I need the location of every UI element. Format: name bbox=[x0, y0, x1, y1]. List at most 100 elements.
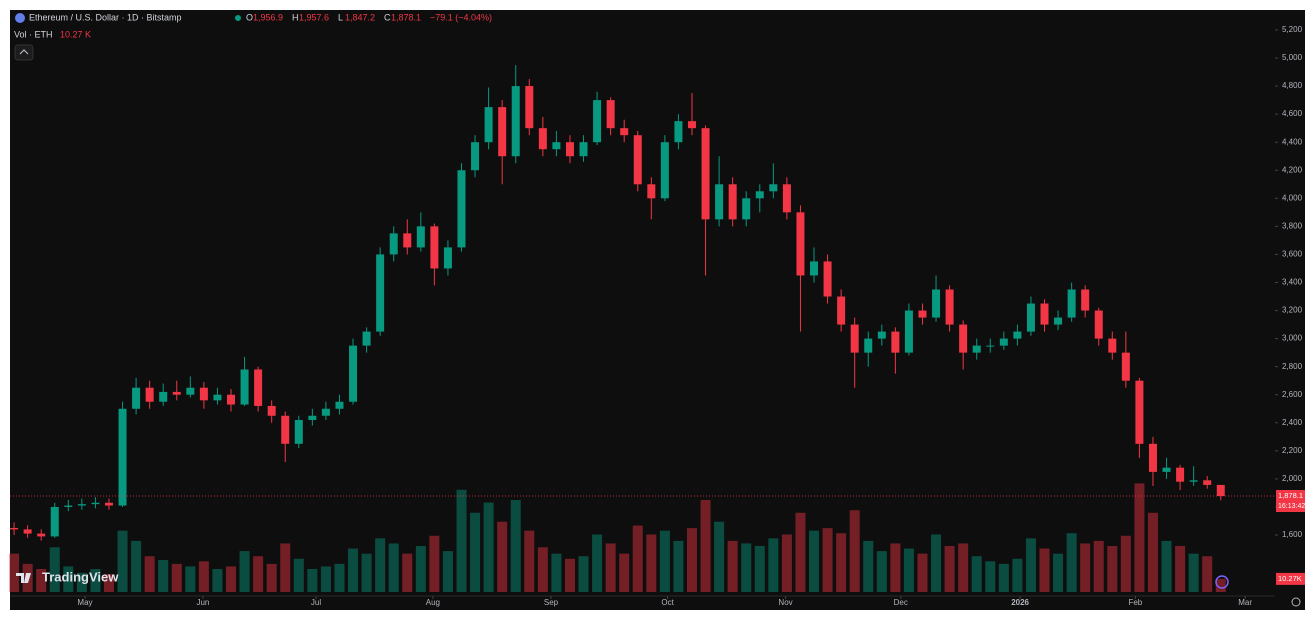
volume-bar bbox=[510, 500, 521, 592]
replay-icon[interactable] bbox=[1215, 575, 1229, 589]
volume-bar bbox=[754, 546, 765, 592]
candle-body bbox=[932, 289, 941, 318]
y-tick-label: 2,200 bbox=[1282, 446, 1303, 455]
candle-body bbox=[37, 533, 46, 537]
candle-body bbox=[1094, 310, 1103, 339]
x-tick-label: Dec bbox=[894, 598, 908, 607]
volume-bar bbox=[592, 534, 603, 592]
volume-bar bbox=[117, 530, 128, 592]
volume-last: 10.27 K bbox=[60, 29, 91, 39]
volume-bar bbox=[402, 553, 413, 592]
y-tick-label: 3,400 bbox=[1282, 278, 1303, 287]
volume-bar bbox=[198, 561, 209, 592]
candle-body bbox=[850, 324, 859, 353]
volume-bar bbox=[293, 558, 304, 592]
last-price-box bbox=[1276, 489, 1305, 512]
volume-bar bbox=[958, 543, 969, 592]
candle-body bbox=[1054, 317, 1063, 325]
candle-body bbox=[1040, 303, 1049, 325]
volume-bar bbox=[470, 512, 481, 592]
x-tick-label: Oct bbox=[661, 598, 674, 607]
candle-body bbox=[335, 401, 344, 409]
candle-body bbox=[91, 502, 100, 505]
collapse-icon bbox=[19, 49, 29, 55]
volume-bar bbox=[90, 569, 101, 592]
candle-body bbox=[593, 100, 602, 143]
y-tick-label: 3,600 bbox=[1282, 250, 1303, 259]
last-price-label: 1,878.1 bbox=[1278, 491, 1303, 500]
volume-bar bbox=[659, 530, 670, 592]
candle-body bbox=[769, 184, 778, 192]
candle-body bbox=[240, 369, 249, 405]
candle-body bbox=[1081, 289, 1090, 311]
volume-bar bbox=[63, 566, 74, 592]
volume-bar bbox=[103, 574, 114, 592]
candle-body bbox=[511, 86, 520, 157]
x-tick-label: Feb bbox=[1128, 598, 1142, 607]
x-tick-label: Mar bbox=[1238, 598, 1252, 607]
x-tick-label: Jun bbox=[196, 598, 209, 607]
volume-bar bbox=[456, 489, 467, 592]
candle-body bbox=[254, 369, 263, 406]
candle-body bbox=[23, 529, 32, 534]
candle-body bbox=[362, 331, 371, 346]
volume-bar bbox=[876, 551, 887, 592]
candle-body bbox=[1121, 352, 1130, 381]
volume-bar bbox=[686, 528, 697, 592]
y-tick-label: 1,600 bbox=[1282, 530, 1303, 539]
candle-body bbox=[755, 191, 764, 199]
y-tick-label: 2,800 bbox=[1282, 362, 1303, 371]
volume-bar bbox=[361, 553, 372, 592]
volume-bar bbox=[1093, 540, 1104, 592]
collapse-button[interactable] bbox=[14, 44, 34, 61]
y-tick-label: 3,800 bbox=[1282, 221, 1303, 230]
logo-icon bbox=[16, 573, 31, 583]
volume-bar bbox=[1012, 558, 1023, 592]
volume-bar bbox=[985, 561, 996, 592]
candle-body bbox=[145, 387, 154, 402]
volume-bar bbox=[768, 538, 779, 592]
volume-bar bbox=[253, 556, 264, 592]
candle-body bbox=[227, 394, 236, 405]
volume-bar bbox=[1202, 556, 1213, 592]
volume-bar bbox=[388, 543, 399, 592]
x-tick-label: May bbox=[77, 598, 92, 607]
volume-bar bbox=[1025, 538, 1036, 592]
candle-body bbox=[945, 289, 954, 325]
symbol-icon bbox=[15, 13, 25, 23]
volume-bar bbox=[564, 558, 575, 592]
volume-last-box bbox=[1276, 572, 1305, 585]
ohlc-change: −79.1 (−4.04%) bbox=[430, 12, 492, 22]
volume-bar bbox=[537, 547, 548, 592]
y-tick-label: 4,600 bbox=[1282, 109, 1303, 118]
market-status bbox=[235, 15, 241, 21]
volume-bar bbox=[1039, 548, 1050, 592]
candle-body bbox=[565, 142, 574, 157]
candle-body bbox=[877, 331, 886, 339]
x-tick-label: Sep bbox=[544, 598, 559, 607]
candle-body bbox=[349, 345, 358, 402]
candle-body bbox=[579, 142, 588, 157]
volume-bar bbox=[158, 560, 169, 592]
volume-bar bbox=[280, 543, 291, 592]
volume-bar bbox=[998, 563, 1009, 592]
candle-body bbox=[552, 142, 561, 150]
y-tick-label: 2,000 bbox=[1282, 474, 1303, 483]
candle-body bbox=[782, 184, 791, 213]
candle-body bbox=[715, 184, 724, 220]
x-tick-label: 2026 bbox=[1011, 598, 1029, 607]
y-tick-label: 4,400 bbox=[1282, 137, 1303, 146]
volume-bar bbox=[375, 538, 386, 592]
volume-bar bbox=[551, 553, 562, 592]
volume-title: Vol · ETH bbox=[14, 29, 53, 39]
candle-body bbox=[172, 391, 181, 395]
volume-bar bbox=[944, 546, 955, 592]
candle-body bbox=[864, 338, 873, 353]
volume-bar bbox=[9, 553, 20, 592]
settings-icon[interactable] bbox=[1291, 597, 1301, 607]
volume-bar bbox=[226, 566, 237, 592]
volume-bar bbox=[863, 540, 874, 592]
volume-bar bbox=[334, 563, 345, 592]
candle-body bbox=[64, 505, 73, 507]
volume-bar bbox=[144, 556, 155, 592]
